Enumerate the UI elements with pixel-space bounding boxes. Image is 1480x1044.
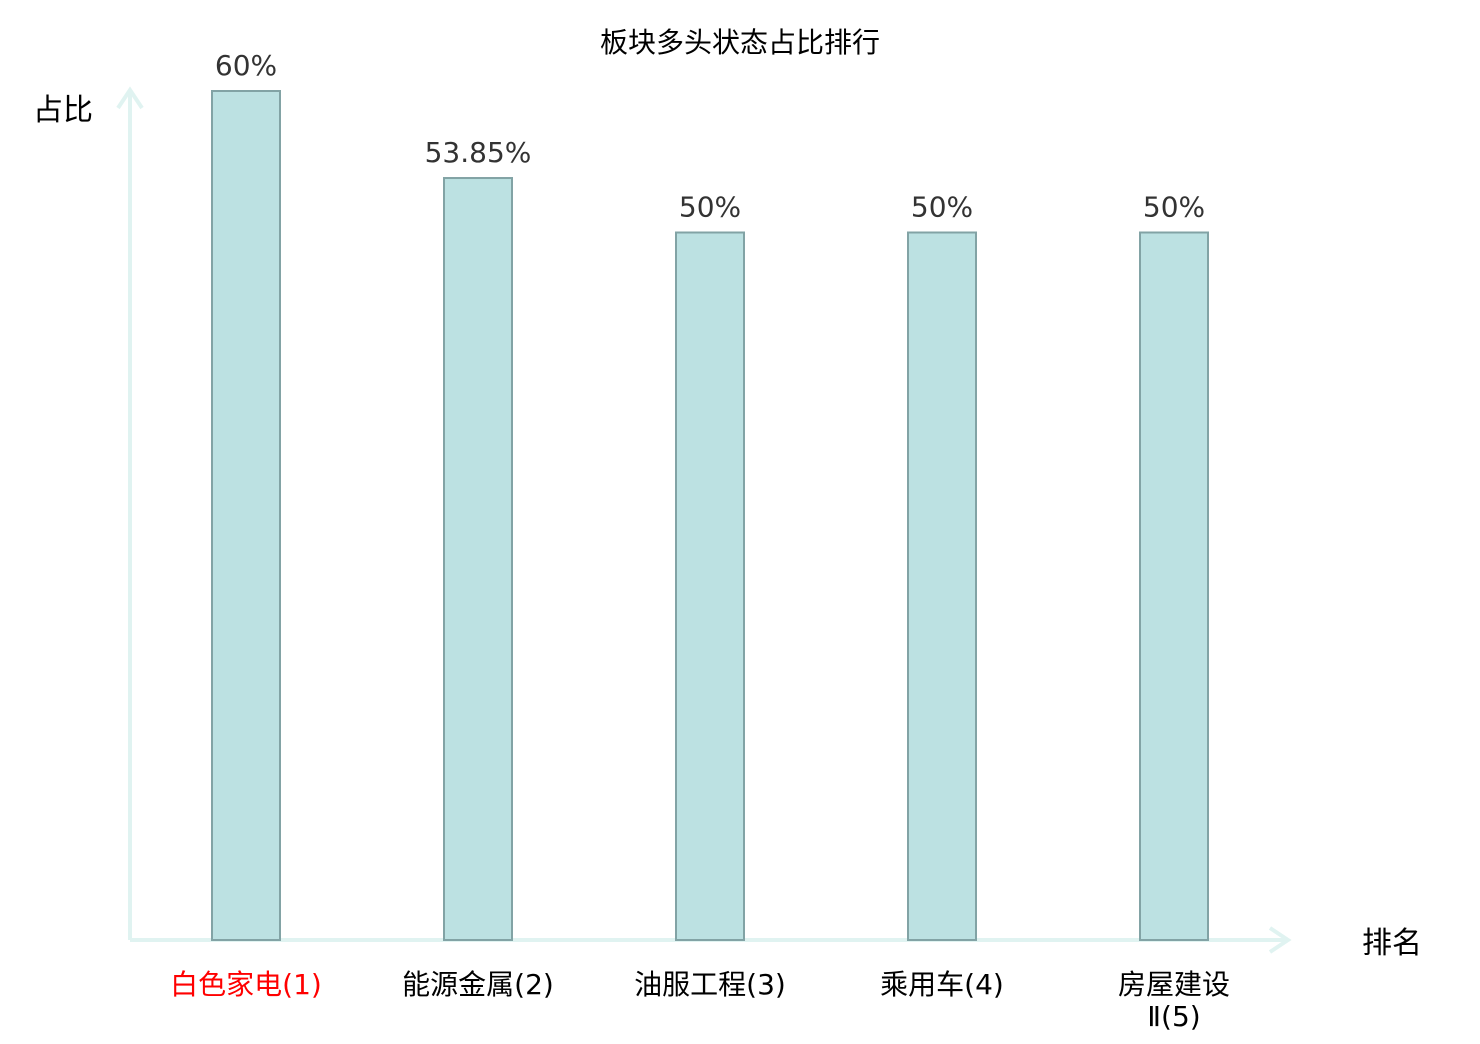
x-tick-label: 乘用车(4) xyxy=(880,968,1004,1001)
x-tick-label: 能源金属(2) xyxy=(402,968,554,1001)
bar-value-label: 50% xyxy=(1143,191,1205,224)
y-axis-label: 占比 xyxy=(33,93,93,128)
x-tick-label: 房屋建设 Ⅱ(5) xyxy=(1118,968,1230,1033)
bar xyxy=(1139,231,1209,941)
x-axis-label: 排名 xyxy=(1362,926,1422,961)
bar-value-label: 50% xyxy=(911,191,973,224)
x-tick-label: 白色家电(1) xyxy=(170,968,322,1001)
bar xyxy=(211,90,281,941)
bar xyxy=(443,177,513,941)
y-axis-arrow-icon xyxy=(116,86,144,110)
chart-title: 板块多头状态占比排行 xyxy=(600,26,880,59)
bar xyxy=(907,231,977,941)
bar-value-label: 50% xyxy=(679,191,741,224)
x-axis-arrow-icon xyxy=(1268,926,1292,954)
bar xyxy=(675,231,745,941)
bar-value-label: 60% xyxy=(215,49,277,82)
bar-value-label: 53.85% xyxy=(425,136,532,169)
bar-series: 60% 白色家电(1) 53.85% 能源金属(2) 50% 油服工程(3) 50% 乘用车(… xyxy=(170,49,1230,1033)
x-tick-label: 油服工程(3) xyxy=(634,968,786,1001)
